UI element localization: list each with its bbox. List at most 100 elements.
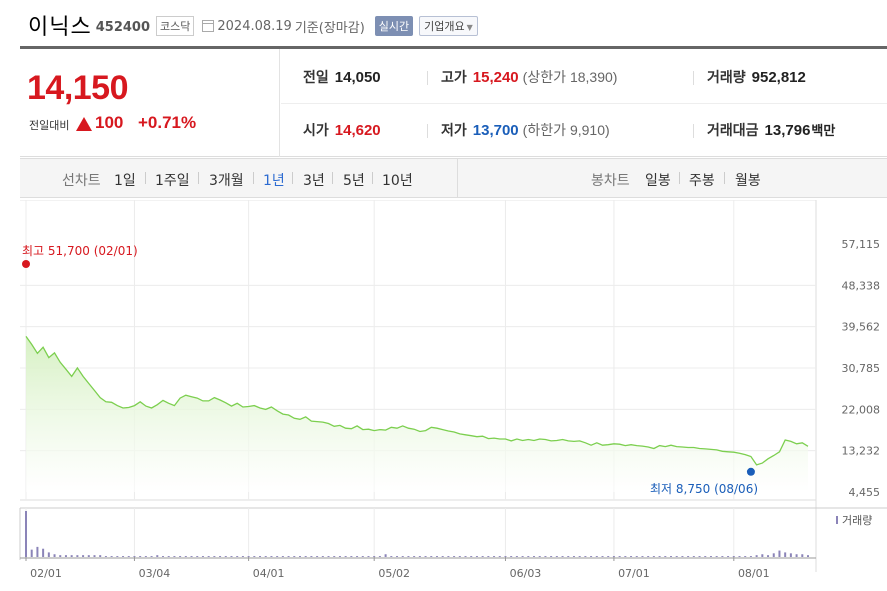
company-overview-button[interactable]: 기업개요 ▼ — [419, 16, 478, 36]
stat-label: 시가 — [303, 122, 329, 138]
volume-bar — [156, 555, 159, 557]
volume-bar — [59, 555, 62, 557]
volume-bar — [259, 556, 262, 557]
y-tick-label: 48,338 — [842, 279, 881, 292]
volume-bar — [122, 556, 125, 557]
volume-bar — [692, 556, 695, 557]
quote-date-suffix: 기준(장마감) — [294, 20, 365, 36]
tab-1y[interactable]: 1년 — [263, 173, 285, 189]
chevron-down-icon: ▼ — [466, 23, 473, 32]
lower-limit-label: (하한가 — [522, 122, 566, 138]
volume-bar — [704, 556, 707, 557]
tab-1d[interactable]: 1일 — [114, 173, 136, 189]
divider — [198, 172, 199, 184]
volume-bar — [401, 556, 404, 557]
volume-bar — [418, 556, 421, 557]
divider — [253, 172, 254, 184]
x-axis-labels: 02/01 03/04 04/01 05/02 06/03 07/01 08/01 — [30, 567, 769, 580]
volume-bar — [30, 549, 33, 557]
x-tick-label: 02/01 — [30, 567, 62, 580]
volume-bar — [190, 556, 193, 557]
volume-bar — [630, 556, 633, 557]
x-tick-label: 05/02 — [378, 567, 410, 580]
divider — [292, 172, 293, 184]
tab-daily[interactable]: 일봉 — [645, 173, 671, 189]
volume-bar — [521, 556, 524, 557]
volume-bar — [572, 556, 575, 557]
volume-bar — [82, 555, 85, 557]
change-percent: +0.71% — [138, 113, 197, 132]
volume-bar — [510, 556, 513, 557]
volume-bar — [555, 556, 558, 557]
volume-bar — [761, 554, 764, 557]
price-line — [25, 336, 809, 466]
stat-open: 시가 14,620 — [303, 120, 381, 140]
volume-bar — [475, 556, 478, 557]
company-overview-label: 기업개요 — [424, 20, 465, 33]
stat-value: 952,812 — [751, 69, 806, 86]
volume-bar — [87, 555, 90, 557]
volume-bar — [64, 555, 67, 557]
volume-bar — [784, 552, 787, 557]
volume-bar — [664, 556, 667, 557]
volume-bar — [230, 556, 233, 557]
x-tick-label: 07/01 — [618, 567, 650, 580]
current-price-box: 14,150 전일대비 100 +0.71% — [20, 49, 280, 157]
line-chart-label: 선차트 — [62, 173, 101, 189]
stock-header: 이닉스 452400 코스닥 2024.08.19 기준(장마감) 실시간 기업… — [28, 10, 478, 40]
volume-bar — [173, 556, 176, 557]
volume-bar — [53, 554, 56, 557]
tab-3m[interactable]: 3개월 — [209, 173, 244, 189]
volume-bar — [544, 556, 547, 557]
volume-bar — [36, 546, 39, 557]
tab-5y[interactable]: 5년 — [343, 173, 365, 189]
volume-bar — [801, 554, 804, 557]
volume-bar — [70, 555, 73, 557]
volume-bar — [470, 556, 473, 557]
volume-bar — [670, 556, 673, 557]
header-divider — [20, 46, 887, 49]
stat-label: 전일 — [303, 69, 329, 85]
volume-bar — [658, 556, 661, 557]
volume-bar — [652, 556, 655, 557]
tab-1w[interactable]: 1주일 — [155, 173, 190, 189]
volume-bar — [413, 556, 416, 557]
volume-bar — [201, 556, 204, 557]
volume-bar — [755, 555, 758, 557]
volume-bar — [104, 556, 107, 557]
price-area — [26, 336, 808, 492]
high-marker-label: 최고 51,700 (02/01) — [22, 244, 138, 258]
stat-value: 13,700 — [472, 122, 519, 139]
volume-bar — [207, 556, 210, 557]
volume-bar — [276, 556, 279, 557]
volume-bar — [25, 511, 27, 557]
volume-bar — [675, 556, 678, 557]
realtime-button[interactable]: 실시간 — [374, 16, 414, 36]
tab-weekly[interactable]: 주봉 — [689, 173, 715, 189]
divider — [332, 172, 333, 184]
tab-monthly[interactable]: 월봉 — [735, 173, 761, 189]
volume-bar — [224, 556, 227, 557]
volume-bar — [481, 556, 484, 557]
tab-3y[interactable]: 3년 — [303, 173, 325, 189]
volume-bar — [709, 556, 712, 557]
volume-bar — [732, 556, 735, 557]
stat-label: 저가 — [441, 122, 467, 138]
volume-bar — [749, 556, 752, 557]
tab-10y[interactable]: 10년 — [382, 173, 413, 189]
volume-bar — [321, 556, 324, 557]
volume-bar — [698, 556, 701, 557]
stat-unit: 백만 — [811, 123, 836, 138]
volume-bar — [287, 556, 290, 557]
y-tick-label: 13,232 — [842, 445, 881, 458]
volume-bar — [607, 556, 610, 557]
y-tick-label: 4,455 — [849, 486, 881, 499]
volume-bar — [93, 555, 96, 557]
divider — [724, 172, 725, 184]
volume-bar — [538, 556, 541, 557]
volume-bar — [253, 556, 256, 557]
volume-bar — [647, 556, 650, 557]
volume-bar — [498, 556, 501, 557]
volume-bar — [435, 556, 438, 557]
volume-bar — [116, 556, 119, 557]
